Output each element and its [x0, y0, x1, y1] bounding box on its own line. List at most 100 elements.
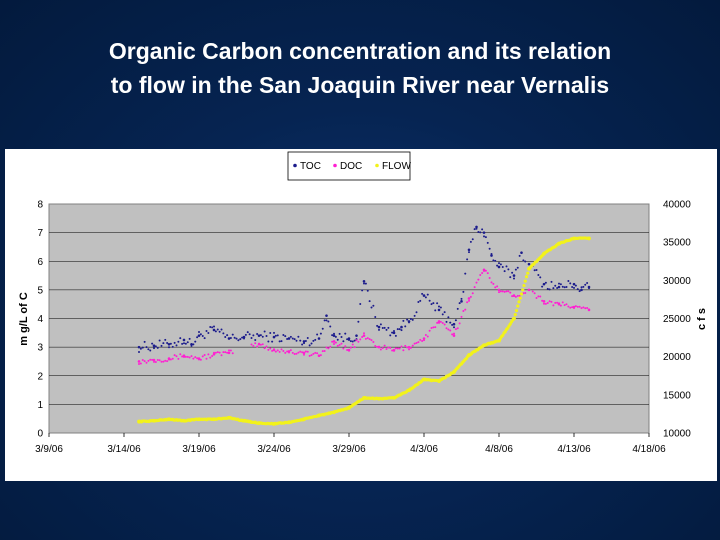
legend-marker-doc: [333, 163, 337, 168]
data-point-toc: [220, 328, 223, 331]
y2-axis-title: c f s: [696, 308, 708, 330]
data-point-doc: [158, 359, 161, 362]
data-point-toc: [432, 302, 435, 305]
data-point-doc: [149, 358, 152, 361]
data-point-doc: [475, 281, 478, 284]
data-point-toc: [216, 328, 219, 331]
data-point-toc: [325, 319, 328, 322]
data-point-doc: [287, 350, 291, 353]
data-point-doc: [582, 306, 585, 309]
data-point-toc: [400, 325, 403, 329]
data-point-toc: [179, 337, 182, 340]
data-point-doc: [177, 357, 180, 360]
data-point-doc: [340, 342, 343, 345]
data-point-doc: [349, 346, 352, 349]
data-point-doc: [413, 342, 416, 345]
data-point-doc: [578, 305, 581, 308]
data-point-doc: [426, 335, 429, 338]
data-point-doc: [447, 328, 450, 331]
data-point-doc: [542, 300, 546, 303]
x-tick-label: 3/19/06: [182, 444, 216, 455]
data-point-doc: [257, 342, 261, 346]
data-point-doc: [561, 301, 564, 304]
data-point-doc: [394, 347, 397, 350]
legend-label-flow: FLOW: [382, 161, 411, 172]
data-point-doc: [498, 291, 500, 294]
data-point-toc: [398, 328, 401, 331]
data-point-toc: [391, 331, 394, 334]
y2-tick-label: 20000: [663, 352, 691, 363]
data-point-doc: [421, 339, 424, 342]
data-point-doc: [543, 302, 545, 305]
data-point-toc: [580, 286, 583, 289]
data-point-flow: [437, 379, 441, 383]
data-point-doc: [417, 341, 420, 344]
data-point-flow: [514, 309, 519, 313]
data-point-toc: [417, 300, 420, 303]
data-point-doc: [216, 351, 219, 354]
data-point-toc: [351, 340, 354, 343]
data-point-doc: [408, 348, 410, 351]
data-point-doc: [451, 333, 454, 336]
data-point-doc: [437, 320, 441, 323]
x-tick-label: 4/8/06: [485, 444, 513, 455]
data-point-toc: [357, 320, 360, 323]
data-point-toc: [533, 269, 536, 272]
data-point-toc: [271, 340, 274, 343]
data-point-toc: [147, 348, 150, 351]
data-point-toc: [374, 315, 377, 318]
legend-box: [287, 151, 411, 181]
data-point-toc: [488, 247, 491, 250]
data-point-toc: [434, 309, 437, 312]
data-point-toc: [241, 336, 244, 339]
data-point-toc: [312, 339, 315, 342]
data-point-toc: [289, 335, 292, 338]
data-point-toc: [522, 259, 525, 262]
data-point-toc: [421, 292, 424, 295]
data-point-toc: [439, 306, 442, 309]
data-point-toc: [286, 338, 289, 341]
data-point-toc: [212, 328, 216, 332]
data-point-toc: [537, 273, 540, 276]
data-point-toc: [248, 333, 251, 336]
data-point-doc: [331, 340, 334, 343]
data-point-toc: [584, 283, 587, 286]
data-point-doc: [139, 362, 142, 365]
data-point-toc: [419, 299, 422, 302]
data-point-doc: [453, 332, 455, 335]
data-point-toc: [513, 277, 515, 280]
data-point-flow: [452, 370, 456, 374]
data-point-doc: [166, 360, 169, 363]
legend-label-doc: DOC: [340, 161, 362, 172]
data-point-doc: [308, 354, 311, 357]
data-point-doc: [441, 321, 444, 324]
data-point-toc: [171, 345, 174, 348]
data-point-toc: [558, 282, 560, 285]
data-point-toc: [190, 342, 193, 346]
data-point-toc: [244, 333, 247, 336]
data-point-doc: [552, 304, 555, 307]
data-point-toc: [323, 319, 326, 322]
data-point-doc: [473, 286, 476, 289]
y-tick-label: 0: [37, 429, 43, 440]
data-point-toc: [436, 302, 439, 305]
data-point-flow: [516, 304, 520, 308]
data-point-toc: [222, 332, 225, 335]
data-point-toc: [454, 319, 457, 322]
data-point-toc: [466, 258, 469, 261]
data-point-doc: [482, 268, 486, 272]
data-point-toc: [377, 325, 381, 329]
data-point-doc: [364, 337, 367, 340]
x-tick-label: 3/29/06: [332, 444, 366, 455]
data-point-doc: [584, 307, 587, 310]
data-point-doc: [484, 269, 487, 272]
data-point-doc: [402, 349, 405, 352]
data-point-doc: [224, 351, 227, 354]
data-point-doc: [361, 336, 364, 339]
data-point-toc: [226, 334, 229, 337]
data-point-doc: [164, 359, 167, 362]
data-point-doc: [404, 344, 407, 347]
data-point-doc: [368, 338, 371, 341]
data-point-doc: [160, 360, 163, 363]
data-point-toc: [475, 227, 478, 230]
